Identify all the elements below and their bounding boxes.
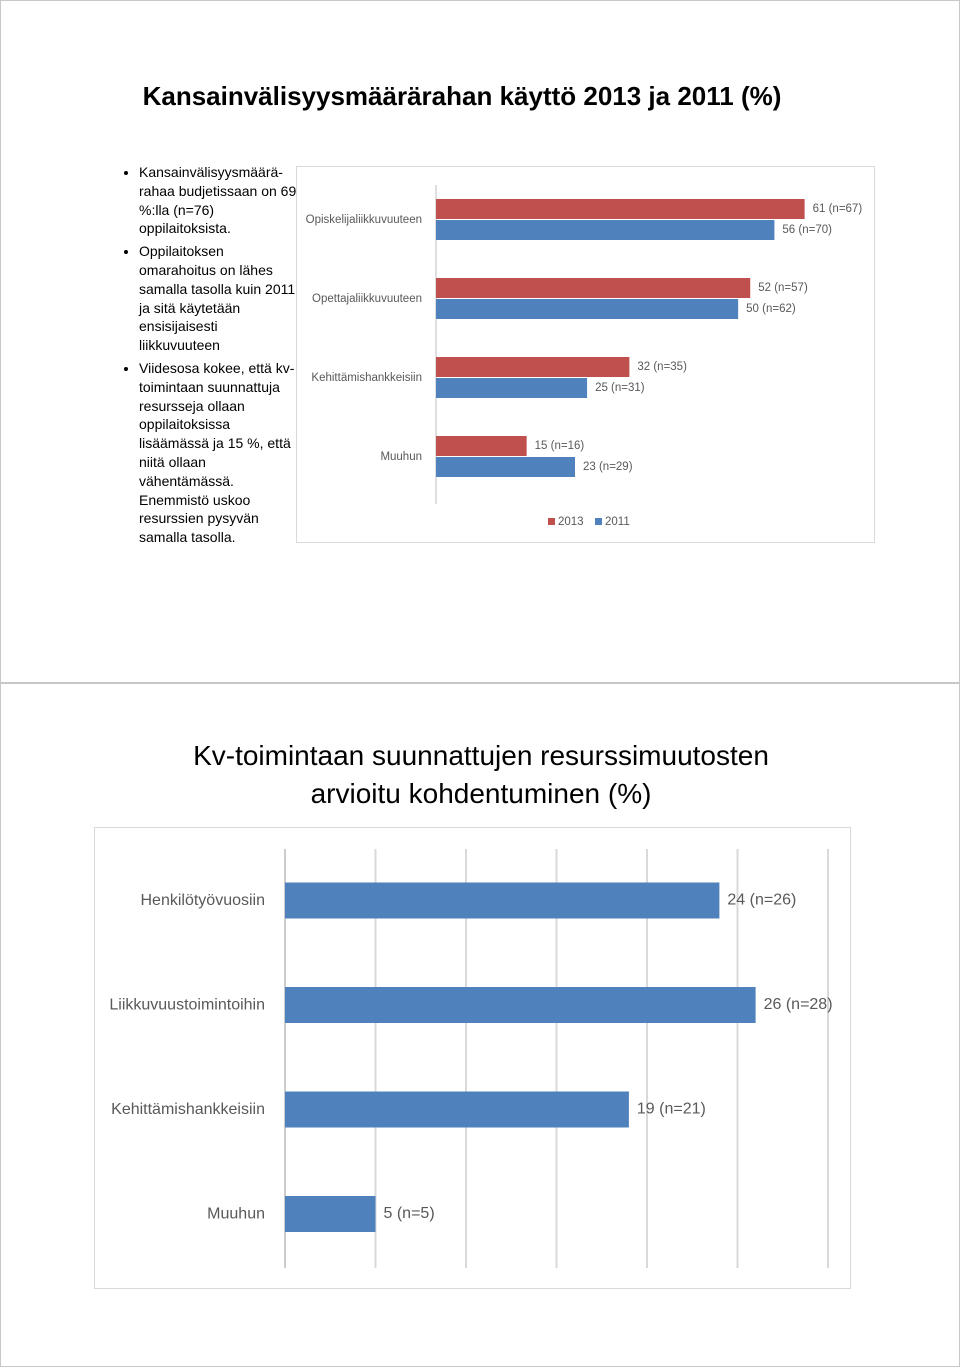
category-label: Henkilötyövuosiin [140,892,265,909]
legend-label: 2013 [558,516,584,528]
bar [436,436,527,456]
bar [436,357,630,377]
bar [436,457,575,477]
bar [436,299,739,319]
bar [285,987,756,1023]
value-label: 61 (n=67) [813,203,863,215]
bullet: Kansainvälisyysmäärä­rahaa budjetissaan … [139,163,299,238]
legend-swatch [548,518,555,525]
bar [436,199,805,219]
value-label: 19 (n=21) [637,1101,706,1118]
bullet-list: Kansainvälisyysmäärä­rahaa budjetissaan … [119,163,299,551]
slide-title: Kansainvälisyysmäärärahan käyttö 2013 ja… [142,81,782,111]
bar [436,378,588,398]
bullet: Viidesosa kokee, että kv-toimintaan suun… [139,359,299,547]
chart: Henkilötyövuosiin 24 (n=26) Liikkuvuustoim… [94,827,851,1289]
chart: Opiskelijaliikkuvuuteen 61 (n=67) 56 (n=70… [296,166,875,543]
value-label: 52 (n=57) [758,282,808,294]
bullet: Oppilaitoksen omarahoitus on lähes samal… [139,242,299,355]
value-label: 32 (n=35) [637,361,687,373]
bar [436,278,751,298]
slide-title: Kv-toimintaan suunnattujen resurssimuuto… [193,740,769,809]
bar [285,1196,376,1232]
value-label: 23 (n=29) [583,461,633,473]
value-label: 26 (n=28) [764,996,833,1013]
category-label: Opettajaliikkuvuuteen [312,293,422,305]
category-label: Kehittämishankkeisiin [111,1101,265,1118]
category-label: Muuhun [207,1206,265,1223]
category-label: Kehittämishankkeisiin [311,372,422,384]
legend-label: 2011 [605,516,630,528]
bar [285,1091,629,1128]
category-label: Liikkuvuustoimintoihin [109,997,265,1014]
value-label: 50 (n=62) [746,303,796,315]
legend-swatch [595,518,602,525]
value-label: 24 (n=26) [727,892,796,909]
bar [285,882,720,919]
value-label: 15 (n=16) [535,440,585,452]
value-label: 56 (n=70) [782,224,832,236]
category-label: Muuhun [380,451,422,463]
slide: Kansainvälisyysmäärärahan käyttö 2013 ja… [0,0,960,683]
category-label: Opiskelijaliikkuvuuteen [306,214,422,226]
value-label: 25 (n=31) [595,382,645,394]
bar [436,220,775,240]
value-label: 5 (n=5) [384,1205,435,1222]
